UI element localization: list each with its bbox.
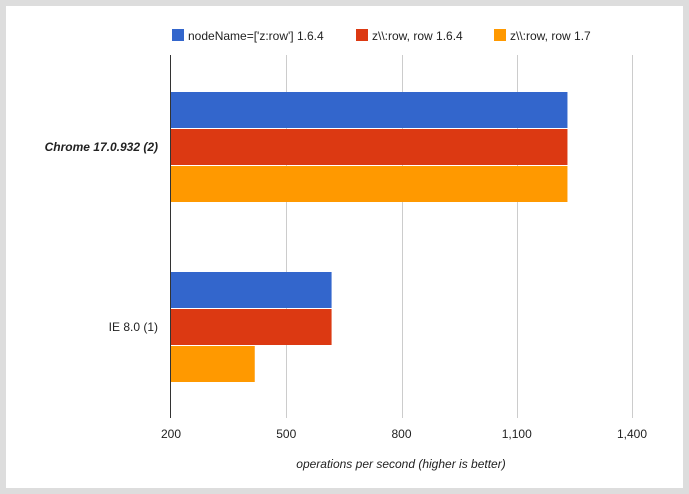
x-tick-label: 800	[391, 427, 411, 441]
x-tick-label: 1,100	[502, 427, 532, 441]
x-tick-label: 200	[161, 427, 181, 441]
bar-chrome-series-2[interactable]	[171, 129, 568, 165]
x-axis-title: operations per second (higher is better)	[296, 457, 505, 471]
bar-ie-series-2[interactable]	[171, 309, 332, 345]
category-label: Chrome 17.0.932 (2)	[45, 140, 158, 154]
bars	[171, 92, 568, 382]
category-labels: Chrome 17.0.932 (2) IE 8.0 (1)	[45, 140, 158, 334]
bar-chrome-series-1[interactable]	[171, 92, 568, 128]
x-tick-labels: 200 500 800 1,100 1,400	[161, 427, 647, 441]
bar-ie-series-3[interactable]	[171, 346, 255, 382]
x-tick-label: 1,400	[617, 427, 647, 441]
legend-label[interactable]: nodeName=['z:row'] 1.6.4	[188, 29, 324, 43]
legend-label[interactable]: z\\:row, row 1.7	[510, 29, 591, 43]
x-tick-label: 500	[276, 427, 296, 441]
legend-swatch[interactable]	[172, 29, 184, 41]
legend-swatch[interactable]	[494, 29, 506, 41]
bar-ie-series-1[interactable]	[171, 272, 332, 308]
legend[interactable]: nodeName=['z:row'] 1.6.4 z\\:row, row 1.6…	[172, 29, 591, 43]
legend-swatch[interactable]	[356, 29, 368, 41]
legend-label[interactable]: z\\:row, row 1.6.4	[372, 29, 463, 43]
category-label: IE 8.0 (1)	[109, 320, 158, 334]
bar-chrome-series-3[interactable]	[171, 166, 568, 202]
